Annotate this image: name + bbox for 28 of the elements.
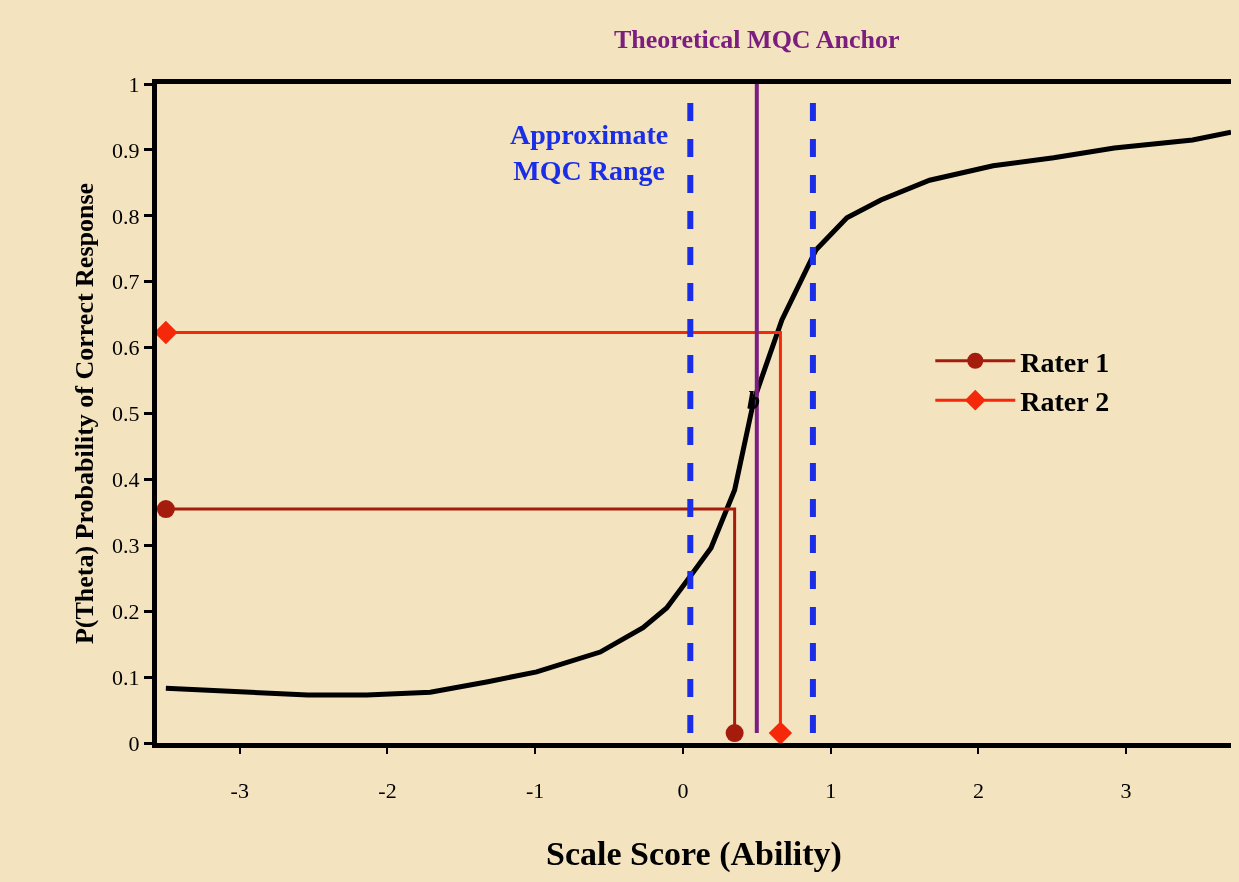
y-tick-label: 1 xyxy=(128,71,140,97)
x-tick-label: 0 xyxy=(677,778,689,804)
ref-line-label: Theoretical MQC Anchor xyxy=(614,25,900,54)
y-tick-label: 0.7 xyxy=(112,269,140,295)
x-tick-label: 3 xyxy=(1120,778,1132,804)
y-tick-label: 0.8 xyxy=(112,203,140,229)
y-tick-label: 0.1 xyxy=(112,664,140,690)
y-tick-label: 0.5 xyxy=(112,401,140,427)
y-tick-label: 0.9 xyxy=(112,137,140,163)
x-axis-title: Scale Score (Ability) xyxy=(546,834,842,873)
x-tick-label: -1 xyxy=(526,778,545,804)
point xyxy=(768,721,793,745)
ref-line-label: Approximate MQC Range xyxy=(510,119,669,187)
legend-label: Rater 2 xyxy=(1020,386,1110,418)
point xyxy=(156,500,175,519)
y-tick-label: 0 xyxy=(128,730,140,756)
point xyxy=(154,320,178,345)
x-tick-label: 1 xyxy=(825,778,837,804)
y-axis-title: P(Theta) Probability of Correct Response xyxy=(70,182,100,645)
y-tick-label: 0.2 xyxy=(112,598,140,624)
x-tick-label: 2 xyxy=(972,778,984,804)
y-tick-label: 0.4 xyxy=(112,467,140,493)
x-tick-label: -2 xyxy=(378,778,397,804)
y-tick-label: 0.3 xyxy=(112,533,140,558)
legend-label: Rater 1 xyxy=(1020,346,1110,378)
point xyxy=(725,724,744,743)
y-tick-label: 0.6 xyxy=(112,335,140,361)
x-tick-label: -3 xyxy=(230,778,249,804)
